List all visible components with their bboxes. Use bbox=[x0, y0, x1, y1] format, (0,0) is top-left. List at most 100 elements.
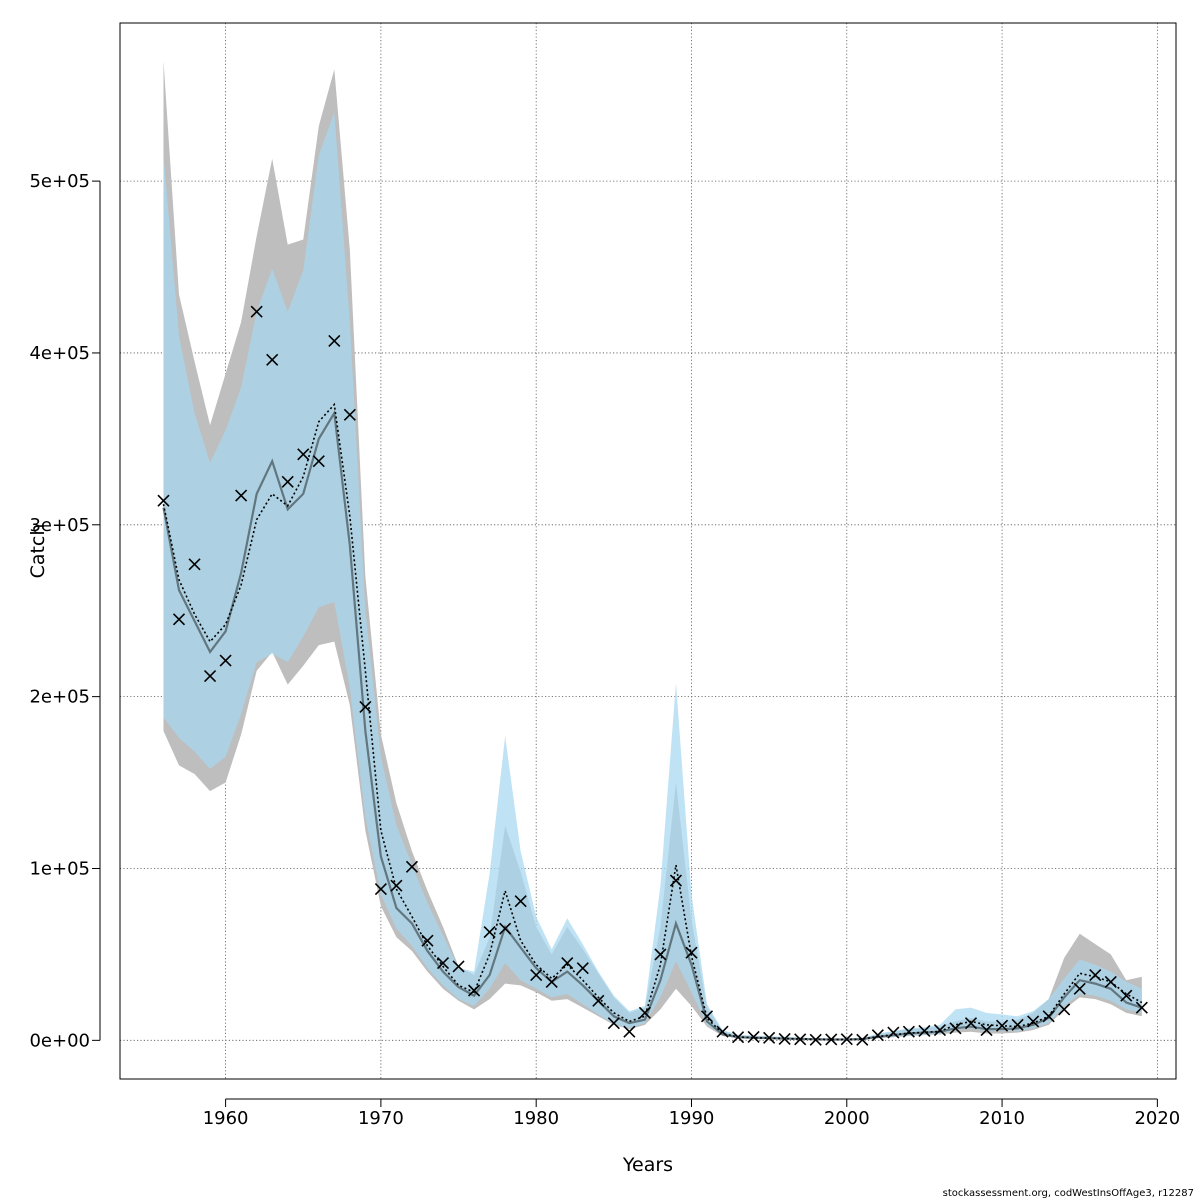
observed-point bbox=[1104, 975, 1117, 988]
observed-point bbox=[421, 934, 434, 947]
observed-point bbox=[654, 948, 667, 961]
observed-point-stroke bbox=[483, 926, 496, 939]
observed-point bbox=[312, 455, 325, 468]
observed-point bbox=[840, 1033, 853, 1046]
observed-point-stroke bbox=[1027, 1015, 1040, 1028]
observed-point bbox=[1120, 989, 1133, 1002]
observed-point bbox=[483, 926, 496, 939]
estimate-line-dotted bbox=[162, 402, 1143, 1041]
y-tick-label: 5e+05 bbox=[29, 171, 90, 192]
observed-point bbox=[638, 1006, 651, 1019]
observed-point-stroke bbox=[452, 960, 465, 973]
observed-point bbox=[809, 1033, 822, 1046]
observed-point bbox=[188, 558, 201, 571]
observed-point bbox=[343, 408, 356, 421]
x-axis-label: Years bbox=[622, 1154, 673, 1176]
observed-point-stroke bbox=[778, 1032, 791, 1046]
observed-point-stroke bbox=[887, 1026, 900, 1039]
observed-point-stroke bbox=[607, 1017, 620, 1030]
plot-frame bbox=[119, 22, 1177, 1080]
observed-point-stroke bbox=[266, 353, 279, 366]
observed-point-stroke bbox=[436, 956, 450, 970]
y-axis: 0e+00 1e+05 2e+05 3e+05 4e+05 5e+05 bbox=[29, 171, 101, 1051]
observed-point-stroke bbox=[669, 874, 683, 887]
observed-point bbox=[1011, 1018, 1024, 1031]
observed-point-stroke bbox=[514, 895, 527, 908]
observed-point bbox=[172, 613, 186, 626]
observed-point bbox=[374, 883, 387, 896]
observed-point-stroke bbox=[623, 1025, 636, 1038]
observed-point-stroke bbox=[716, 1025, 729, 1038]
observed-point bbox=[328, 334, 341, 347]
observed-point bbox=[778, 1032, 791, 1046]
observed-point bbox=[530, 968, 543, 982]
observed-point bbox=[297, 448, 310, 461]
observed-point bbox=[545, 975, 558, 988]
observed-point bbox=[747, 1030, 760, 1043]
observed-point-stroke bbox=[157, 494, 170, 507]
observed-point-stroke bbox=[732, 1031, 745, 1044]
observed-point-stroke bbox=[809, 1033, 822, 1046]
observed-point-stroke bbox=[902, 1025, 915, 1038]
observed-point bbox=[1073, 982, 1086, 995]
observed-point bbox=[561, 956, 574, 970]
observed-point-stroke bbox=[312, 455, 325, 468]
observed-point bbox=[763, 1031, 776, 1044]
x-tick-label: 1960 bbox=[203, 1108, 249, 1129]
observed-point-stroke bbox=[281, 475, 294, 488]
observed-point bbox=[980, 1023, 993, 1037]
observed-point-stroke bbox=[1042, 1010, 1055, 1023]
observed-point-stroke bbox=[747, 1030, 760, 1043]
observed-point-stroke bbox=[530, 968, 543, 982]
observed-point-stroke bbox=[949, 1022, 962, 1035]
observed-point-stroke bbox=[794, 1033, 807, 1046]
observed-point bbox=[887, 1026, 900, 1039]
observed-point-stroke bbox=[468, 984, 481, 997]
observed-point-stroke bbox=[700, 1010, 714, 1023]
observed-point-stroke bbox=[1073, 982, 1086, 995]
observed-point-stroke bbox=[1058, 1003, 1071, 1016]
y-axis-label: Catch bbox=[27, 524, 49, 579]
observed-point-stroke bbox=[1089, 968, 1102, 982]
observed-point bbox=[902, 1025, 915, 1038]
observed-point bbox=[266, 353, 279, 366]
observed-point-stroke bbox=[390, 879, 403, 892]
observed-point bbox=[918, 1024, 931, 1037]
observed-point bbox=[716, 1025, 729, 1038]
observed-point-stroke bbox=[840, 1033, 853, 1046]
observed-point-stroke bbox=[545, 975, 558, 988]
observed-point bbox=[856, 1033, 869, 1046]
observed-point-stroke bbox=[763, 1031, 776, 1044]
confidence-bands bbox=[163, 60, 1142, 1040]
observed-point-stroke bbox=[996, 1019, 1009, 1032]
observed-point-stroke bbox=[343, 408, 356, 421]
observed-point bbox=[359, 700, 372, 714]
x-tick-label: 2000 bbox=[824, 1108, 870, 1129]
observed-points bbox=[157, 305, 1148, 1046]
observed-point-stroke bbox=[328, 334, 341, 347]
observed-point bbox=[250, 305, 263, 318]
observed-point bbox=[452, 960, 465, 973]
observed-point bbox=[576, 962, 589, 975]
y-tick-label: 4e+05 bbox=[29, 343, 90, 364]
observed-point-stroke bbox=[405, 860, 419, 873]
observed-point-stroke bbox=[1011, 1018, 1024, 1031]
observed-point-stroke bbox=[685, 946, 698, 959]
observed-point-stroke bbox=[219, 654, 232, 667]
observed-point-stroke bbox=[871, 1029, 884, 1042]
observed-point-stroke bbox=[592, 994, 605, 1007]
observed-point-stroke bbox=[638, 1006, 651, 1019]
observed-point bbox=[825, 1033, 838, 1046]
observed-point-stroke bbox=[980, 1023, 993, 1037]
estimate-line-solid bbox=[162, 409, 1143, 1041]
x-tick-label: 1970 bbox=[358, 1108, 404, 1129]
y-tick-label: 3e+05 bbox=[29, 515, 90, 536]
observed-point bbox=[281, 475, 294, 488]
series-lines bbox=[162, 402, 1143, 1041]
observed-point bbox=[499, 922, 512, 935]
y-tick-label: 1e+05 bbox=[29, 858, 90, 879]
observed-point bbox=[219, 654, 232, 667]
observed-point-stroke bbox=[172, 613, 186, 626]
observed-point bbox=[949, 1022, 962, 1035]
